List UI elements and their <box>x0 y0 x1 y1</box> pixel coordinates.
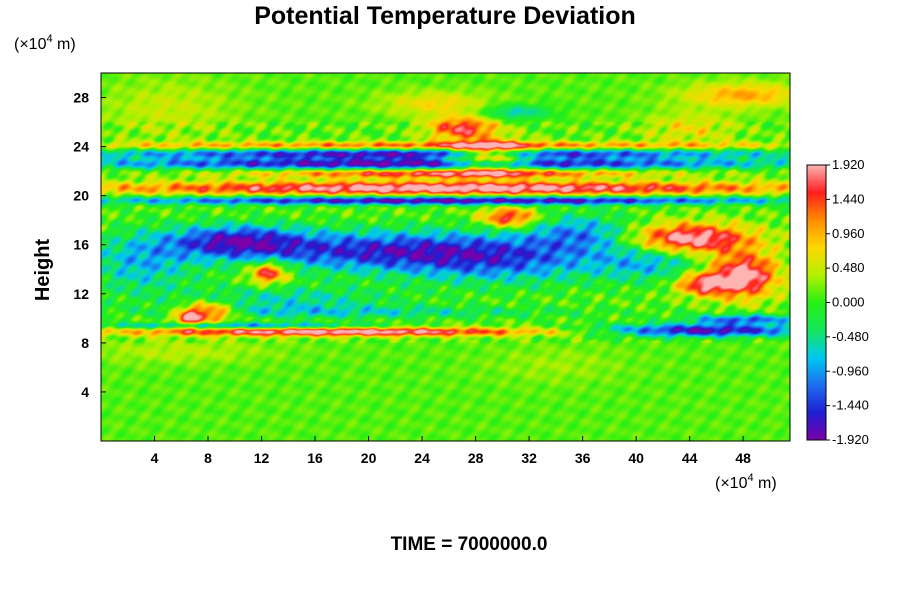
colorbar-tick-label-8: -1.920 <box>832 432 869 447</box>
colorbar: 1.920 1.440 0.960 0.480 0.000 -0.480 -0.960 -1.… <box>806 157 869 447</box>
x-tick-label-3: 16 <box>307 450 323 466</box>
y-tick-label-4: 20 <box>73 188 89 204</box>
y-unit-exponent: 4 <box>46 33 52 45</box>
x-tick-label-8: 36 <box>575 450 591 466</box>
colorbar-tick-label-6: -0.960 <box>832 363 869 378</box>
y-tick-label-1: 8 <box>81 335 89 351</box>
colorbar-tick-label-0: 1.920 <box>832 157 865 172</box>
colorbar-tick-label-1: 1.440 <box>832 191 865 206</box>
colorbar-tick-label-4: 0.000 <box>832 295 865 310</box>
y-unit-suffix: m) <box>53 36 76 53</box>
x-tick-label-11: 48 <box>735 450 751 466</box>
colorbar-ticks: 1.920 1.440 0.960 0.480 0.000 -0.480 -0.960 -1.… <box>826 157 869 447</box>
y-axis-label: Height <box>32 239 54 302</box>
x-tick-label-7: 32 <box>521 450 537 466</box>
x-unit-mantissa: (×10 <box>715 475 748 492</box>
x-tick-label-4: 20 <box>361 450 377 466</box>
y-axis-unit: (×104 m) <box>14 33 76 53</box>
colorbar-tick-label-5: -0.480 <box>832 329 869 344</box>
x-tick-label-9: 40 <box>628 450 644 466</box>
y-tick-label-3: 16 <box>73 237 89 253</box>
x-unit-exponent: 4 <box>747 472 753 484</box>
x-tick-label-0: 4 <box>151 450 159 466</box>
y-tick-label-2: 12 <box>73 286 89 302</box>
x-axis-unit: (×104 m) <box>715 472 777 492</box>
x-tick-label-5: 24 <box>414 450 430 466</box>
heatmap-field <box>101 73 790 441</box>
x-tick-label-2: 12 <box>254 450 270 466</box>
colorbar-tick-label-3: 0.480 <box>832 260 865 275</box>
y-tick-label-5: 24 <box>73 139 89 155</box>
time-label: TIME = 7000000.0 <box>391 534 548 555</box>
colorbar-gradient <box>806 164 827 441</box>
y-tick-label-0: 4 <box>81 384 89 400</box>
x-unit-suffix: m) <box>754 475 777 492</box>
x-axis-ticks: 4 8 12 16 20 24 28 32 36 40 44 48 <box>151 436 751 466</box>
y-tick-label-6: 28 <box>73 90 89 106</box>
plot-frame <box>100 72 791 442</box>
plot-area <box>100 72 791 442</box>
x-tick-label-6: 28 <box>468 450 484 466</box>
colorbar-tick-label-7: -1.440 <box>832 398 869 413</box>
colorbar-tick-label-2: 0.960 <box>832 226 865 241</box>
chart-title: Potential Temperature Deviation <box>254 2 636 30</box>
x-tick-label-10: 44 <box>682 450 698 466</box>
y-unit-mantissa: (×10 <box>14 36 47 53</box>
y-axis-ticks: 4 8 12 16 20 24 28 <box>73 90 106 400</box>
x-tick-label-1: 8 <box>204 450 212 466</box>
